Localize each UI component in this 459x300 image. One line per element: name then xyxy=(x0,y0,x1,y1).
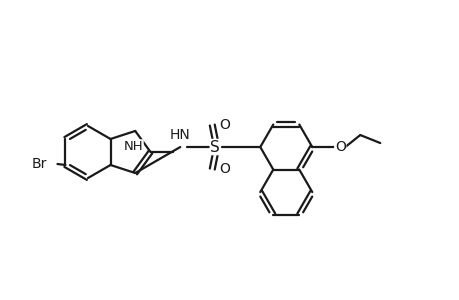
Text: Br: Br xyxy=(32,157,47,171)
Text: S: S xyxy=(210,140,220,154)
Text: O: O xyxy=(219,118,230,132)
Text: O: O xyxy=(219,162,230,176)
Text: HN: HN xyxy=(169,128,190,142)
Text: O: O xyxy=(334,140,345,154)
Text: NH: NH xyxy=(123,140,143,153)
